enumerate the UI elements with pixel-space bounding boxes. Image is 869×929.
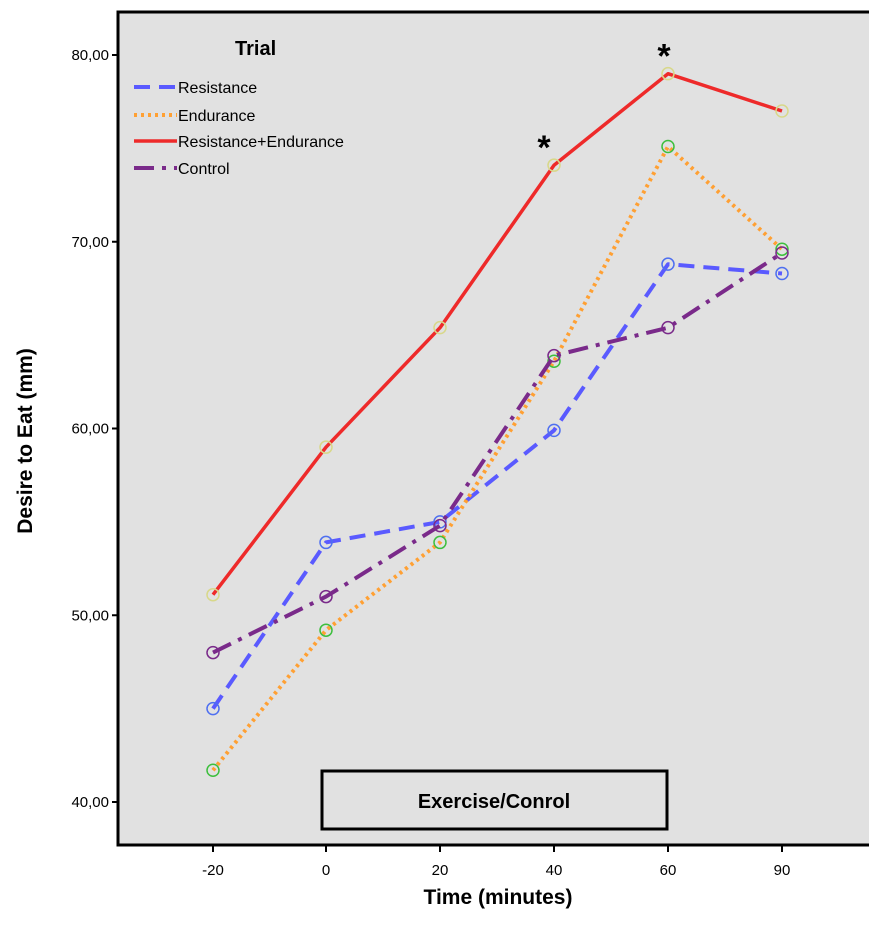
y-axis: 40,00 50,00 60,00 70,00 80,00 — [71, 47, 118, 811]
series-line — [211, 144, 784, 772]
x-axis-title: Time (minutes) — [424, 886, 573, 909]
y-tick-label: 50,00 — [71, 607, 109, 624]
data-point — [661, 66, 675, 81]
legend-title: Trial — [235, 38, 276, 60]
data-point — [547, 158, 561, 172]
y-tick-label: 60,00 — [71, 421, 109, 438]
x-axis: -20 0 20 40 60 90 — [202, 845, 790, 879]
data-point — [206, 645, 220, 660]
data-point — [433, 518, 447, 533]
x-tick-label: 20 — [432, 862, 449, 879]
y-tick-label: 70,00 — [71, 234, 109, 251]
exercise-control-box-frame — [320, 769, 669, 831]
annotation-layer: ** — [537, 38, 671, 168]
data-point — [206, 763, 220, 778]
data-point — [319, 589, 333, 604]
data-point — [433, 320, 447, 335]
data-point — [661, 320, 675, 335]
x-tick-label: 40 — [546, 862, 563, 879]
series-endurance — [206, 139, 789, 778]
plot-area — [116, 10, 869, 847]
series-line — [211, 262, 783, 710]
x-tick-label: 60 — [660, 862, 677, 879]
data-point — [547, 348, 561, 363]
data-point — [319, 440, 333, 454]
series-line — [211, 71, 783, 596]
x-tick-label: 0 — [322, 862, 330, 879]
data-point — [775, 266, 789, 281]
data-point — [547, 423, 561, 438]
data-point — [775, 104, 789, 118]
y-axis-title: Desire to Eat (mm) — [14, 348, 37, 534]
significance-marker: * — [657, 38, 671, 76]
exercise-control-label: Exercise/Conrol — [418, 791, 570, 813]
legend-label: Endurance — [178, 108, 255, 125]
exercise-control-box: Exercise/Conrol — [320, 769, 669, 831]
data-point — [319, 623, 333, 637]
y-tick-label: 80,00 — [71, 47, 109, 64]
series-layer — [206, 66, 789, 778]
data-point — [775, 246, 789, 260]
data-point — [206, 701, 220, 716]
legend-label: Control — [178, 161, 230, 178]
series-resistance-endurance — [206, 66, 789, 602]
significance-marker: * — [537, 129, 551, 167]
series-control — [206, 246, 789, 660]
y-tick-label: 40,00 — [71, 794, 109, 811]
data-point — [206, 587, 220, 602]
data-point — [319, 535, 333, 550]
legend-label: Resistance+Endurance — [178, 134, 344, 151]
legend-label: Resistance — [178, 80, 257, 97]
data-point — [775, 242, 789, 256]
data-point — [661, 139, 675, 154]
series-line — [212, 251, 784, 655]
series-resistance — [206, 257, 789, 716]
x-tick-label: 90 — [774, 862, 791, 879]
legend: Trial Resistance Endurance Resistance+Endu… — [134, 38, 344, 178]
data-point — [661, 257, 675, 271]
data-point — [433, 535, 447, 550]
x-tick-label: -20 — [202, 862, 224, 879]
